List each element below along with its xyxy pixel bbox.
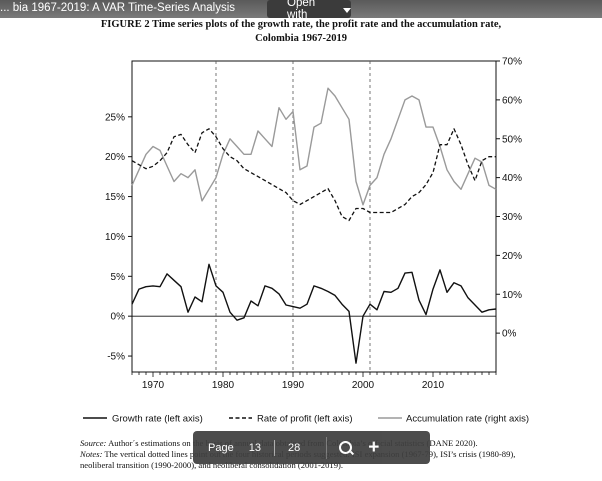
toolbar-divider [326, 436, 328, 459]
left-axis-tick-label: 20% [105, 152, 125, 163]
page-separator [273, 439, 275, 456]
figure-title-line1: FIGURE 2 Time series plots of the growth… [100, 19, 502, 30]
caret-down-icon [343, 7, 351, 13]
open-with-label: Open with [287, 0, 316, 21]
zoom-in-icon[interactable]: + [368, 437, 380, 458]
current-page-input[interactable]: 13 [248, 441, 261, 454]
left-axis-tick-label: -5% [107, 352, 125, 363]
series-line-gray [131, 87, 497, 206]
open-with-button[interactable]: Open with [267, 0, 351, 21]
left-axis-tick-label: 15% [105, 192, 125, 203]
x-axis-tick-label: 2000 [352, 380, 375, 391]
right-axis-tick-label: 60% [502, 95, 522, 106]
page-label: Page [208, 441, 234, 454]
x-axis-tick-label: 2010 [422, 380, 445, 391]
right-axis-tick-label: 10% [502, 290, 522, 301]
zoom-out-icon[interactable] [339, 441, 353, 454]
x-axis-tick-label: 1990 [282, 380, 305, 391]
legend-label: Growth rate (left axis) [112, 414, 203, 425]
x-axis-tick-label: 1980 [212, 380, 235, 391]
figure-title-line2: Colombia 1967-2019 [255, 33, 347, 44]
series-line-solid [131, 263, 497, 364]
total-pages: 28 [287, 441, 301, 454]
document-title: ... bia 1967-2019: A VAR Time-Series Ana… [0, 2, 236, 14]
series-line-dashed [131, 128, 496, 222]
plot-frame [131, 60, 497, 373]
right-axis-tick-label: 40% [502, 173, 522, 184]
page-navigation-toolbar: Page 13 28 + [193, 431, 430, 464]
right-axis-tick-label: 50% [502, 134, 522, 145]
x-axis-tick-label: 1970 [142, 380, 165, 391]
legend-label: Accumulation rate (right axis) [406, 414, 529, 425]
right-axis-tick-label: 30% [502, 212, 522, 223]
legend-label: Rate of profit (left axis) [257, 414, 353, 425]
left-axis-tick-label: 25% [105, 112, 125, 123]
left-axis-tick-label: 5% [111, 272, 126, 283]
right-axis-tick-label: 20% [502, 251, 522, 262]
left-axis-tick-label: 10% [105, 232, 125, 243]
right-axis-tick-label: 70% [502, 57, 522, 68]
notes-label: Notes: [80, 448, 103, 459]
right-axis-tick-label: 0% [502, 329, 517, 340]
left-axis-tick-label: 0% [111, 312, 126, 323]
source-label: Source: [80, 438, 107, 448]
